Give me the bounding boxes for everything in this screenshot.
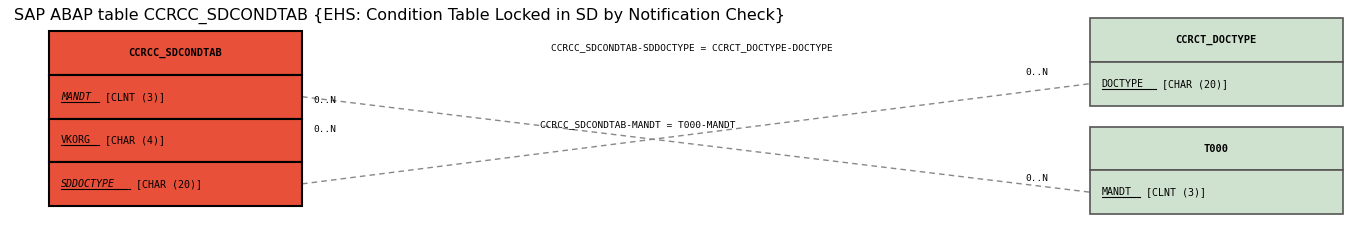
Text: CCRCC_SDCONDTAB: CCRCC_SDCONDTAB	[129, 48, 222, 58]
Text: [CHAR (20)]: [CHAR (20)]	[130, 179, 202, 189]
Text: MANDT: MANDT	[60, 92, 90, 102]
Text: SAP ABAP table CCRCC_SDCONDTAB {EHS: Condition Table Locked in SD by Notificatio: SAP ABAP table CCRCC_SDCONDTAB {EHS: Con…	[14, 8, 786, 24]
Text: DOCTYPE: DOCTYPE	[1102, 79, 1143, 89]
Text: T000: T000	[1204, 144, 1228, 154]
Bar	[1090, 18, 1344, 62]
Bar	[48, 162, 302, 206]
Text: 0..N: 0..N	[313, 125, 336, 134]
Bar	[48, 75, 302, 118]
Text: [CLNT (3)]: [CLNT (3)]	[99, 92, 166, 102]
Text: [CHAR (20)]: [CHAR (20)]	[1156, 79, 1227, 89]
Bar	[1090, 127, 1344, 170]
Text: [CHAR (4)]: [CHAR (4)]	[99, 135, 166, 145]
Bar	[48, 31, 302, 75]
Text: CCRCT_DOCTYPE: CCRCT_DOCTYPE	[1175, 35, 1257, 45]
Text: [CLNT (3)]: [CLNT (3)]	[1141, 187, 1206, 197]
Text: MANDT: MANDT	[1102, 187, 1132, 197]
Bar	[48, 118, 302, 162]
Text: VKORG: VKORG	[60, 135, 90, 145]
Text: 0..N: 0..N	[1026, 174, 1049, 183]
Text: CCRCC_SDCONDTAB-MANDT = T000-MANDT: CCRCC_SDCONDTAB-MANDT = T000-MANDT	[540, 120, 735, 129]
Text: 0..N: 0..N	[1026, 68, 1049, 77]
Text: SDDOCTYPE: SDDOCTYPE	[60, 179, 115, 189]
Text: 0..N: 0..N	[313, 96, 336, 105]
Bar	[1090, 170, 1344, 214]
Text: CCRCC_SDCONDTAB-SDDOCTYPE = CCRCT_DOCTYPE-DOCTYPE: CCRCC_SDCONDTAB-SDDOCTYPE = CCRCT_DOCTYP…	[551, 43, 834, 52]
Bar	[1090, 62, 1344, 105]
